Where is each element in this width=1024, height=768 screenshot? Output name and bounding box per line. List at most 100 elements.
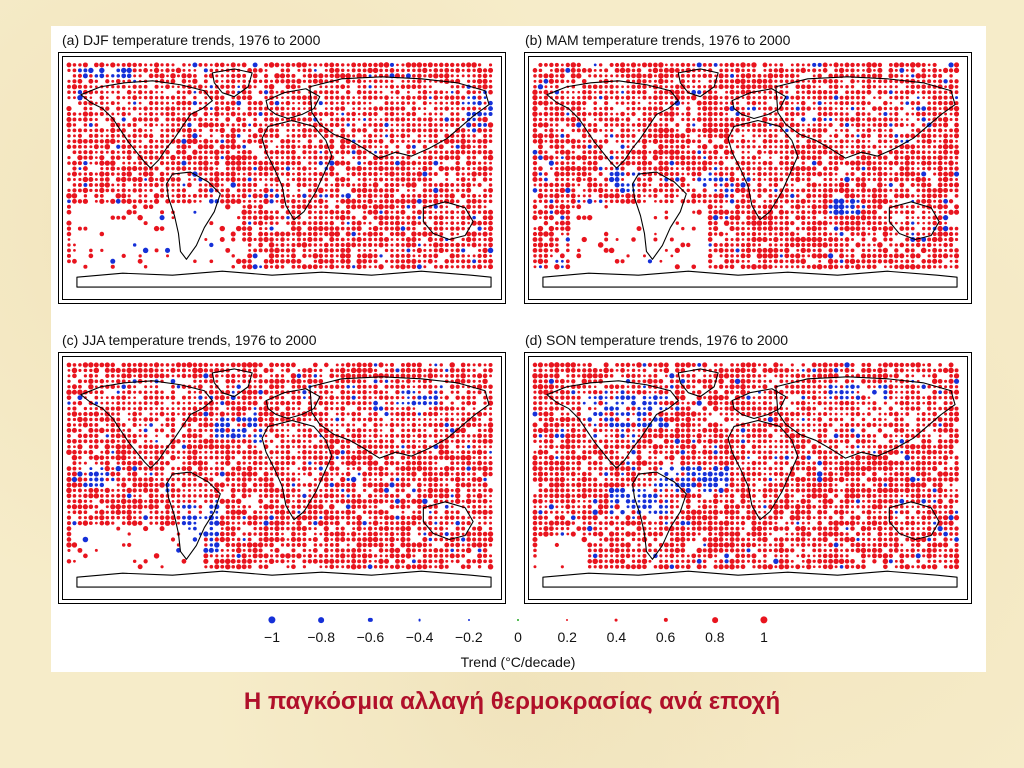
warming-dot: [767, 220, 774, 226]
warming-dot: [340, 117, 345, 122]
warming-dot: [356, 362, 362, 368]
warming-dot: [796, 210, 800, 214]
warming-dot: [855, 160, 861, 166]
warming-dot: [953, 209, 960, 215]
cooling-dot: [779, 254, 783, 258]
warming-dot: [275, 243, 279, 247]
warming-dot: [899, 150, 904, 155]
warming-dot: [691, 193, 697, 199]
warming-dot: [242, 215, 247, 220]
warming-dot: [774, 128, 778, 133]
warming-dot: [368, 111, 373, 117]
warming-dot: [593, 74, 597, 78]
warming-dot: [839, 101, 844, 106]
warming-dot: [801, 84, 806, 89]
warming-dot: [439, 204, 444, 209]
warming-dot: [346, 117, 351, 122]
warming-dot: [740, 264, 746, 270]
warming-dot: [329, 373, 335, 379]
cooling-dot: [565, 237, 571, 242]
warming-dot: [664, 193, 669, 198]
warming-dot: [165, 139, 170, 144]
warming-dot: [329, 220, 334, 226]
warming-dot: [921, 68, 926, 73]
cooling-dot: [674, 100, 681, 106]
warming-dot: [148, 204, 154, 209]
warming-dot: [811, 253, 817, 259]
warming-dot: [686, 62, 691, 67]
warming-dot: [807, 95, 811, 100]
warming-dot: [285, 368, 291, 373]
warming-dot: [247, 264, 253, 270]
warming-dot: [374, 145, 378, 149]
warming-dot: [620, 198, 625, 204]
warming-dot: [72, 123, 77, 127]
warming-dot: [774, 117, 778, 122]
warming-dot: [269, 112, 274, 116]
warming-dot: [588, 194, 592, 198]
warming-dot: [368, 178, 372, 181]
warming-dot: [417, 84, 422, 89]
warming-dot: [417, 177, 422, 182]
warming-dot: [845, 145, 849, 149]
warming-dot: [609, 166, 614, 171]
warming-dot: [877, 221, 882, 226]
warming-dot: [593, 106, 597, 111]
warming-dot: [636, 149, 642, 155]
warming-dot: [379, 199, 383, 204]
warming-dot: [855, 242, 861, 248]
warming-dot: [893, 160, 899, 166]
warming-dot: [242, 373, 247, 378]
warming-dot: [110, 367, 116, 373]
warming-dot: [762, 210, 767, 215]
warming-dot: [368, 172, 373, 177]
warming-dot: [735, 243, 740, 247]
warming-dot: [488, 149, 493, 155]
warming-dot: [839, 106, 844, 111]
warming-dot: [204, 63, 208, 67]
warming-dot: [203, 362, 209, 368]
warming-dot: [861, 123, 866, 127]
warming-dot: [352, 74, 356, 78]
warming-dot: [483, 133, 488, 138]
cooling-dot: [598, 199, 603, 204]
cooling-dot: [445, 368, 449, 373]
warming-dot: [845, 139, 849, 144]
warming-dot: [439, 210, 443, 214]
warming-dot: [302, 237, 307, 242]
warming-dot: [938, 134, 942, 138]
warming-dot: [252, 373, 258, 379]
warming-dot: [658, 68, 663, 73]
warming-dot: [921, 160, 927, 166]
warming-dot: [483, 227, 487, 231]
warming-dot: [340, 237, 345, 242]
warming-dot: [707, 106, 713, 111]
warming-dot: [356, 165, 362, 172]
warming-dot: [445, 101, 449, 105]
warming-dot: [549, 144, 554, 149]
warming-dot: [390, 259, 394, 264]
warming-dot: [384, 209, 389, 215]
warming-dot: [241, 209, 247, 215]
warming-dot: [346, 112, 351, 116]
warming-dot: [615, 139, 619, 143]
warming-dot: [746, 68, 751, 73]
warming-dot: [888, 128, 893, 133]
warming-dot: [894, 210, 898, 214]
cooling-dot: [823, 117, 827, 122]
cooling-dot: [248, 221, 252, 225]
warming-dot: [932, 155, 937, 160]
warming-dot: [165, 149, 170, 155]
warming-dot: [851, 140, 854, 143]
warming-dot: [439, 374, 443, 378]
warming-dot: [773, 73, 779, 79]
warming-dot: [312, 226, 318, 232]
warming-dot: [905, 150, 909, 154]
warming-dot: [839, 248, 844, 253]
warming-dot: [259, 188, 263, 192]
warming-dot: [247, 171, 252, 177]
warming-dot: [422, 67, 428, 73]
warming-dot: [610, 74, 614, 78]
warming-dot: [411, 258, 417, 264]
warming-dot: [269, 215, 274, 221]
